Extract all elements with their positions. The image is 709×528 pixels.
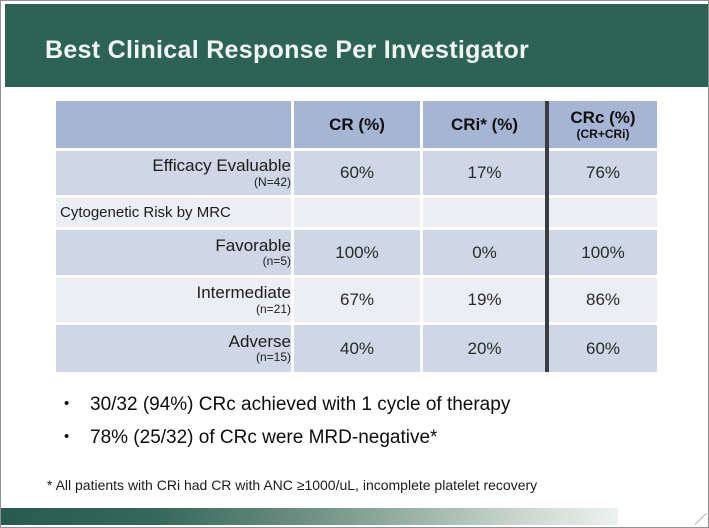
cell-value: 19%	[423, 278, 546, 322]
resize-grip-icon	[695, 513, 707, 525]
cell-value: 17%	[423, 151, 546, 195]
cell-value: 76%	[549, 151, 657, 195]
cell-value: 20%	[423, 325, 546, 372]
cell-value	[294, 198, 420, 227]
table-row: Efficacy Evaluable (N=42) 60% 17% 76%	[56, 151, 657, 195]
cell-value: 100%	[549, 230, 657, 275]
cell-value: 40%	[294, 325, 420, 372]
table-header-row: CR (%) CRi* (%) CRc (%) (CR+CRi)	[56, 101, 657, 148]
bottom-gradient-bar	[1, 508, 618, 525]
response-table: CR (%) CRi* (%) CRc (%) (CR+CRi) Efficac…	[53, 98, 660, 375]
bullet-dot-icon: •	[64, 427, 70, 445]
bullet-item: • 78% (25/32) of CRc were MRD-negative*	[56, 426, 666, 450]
bullet-text: 78% (25/32) of CRc were MRD-negative*	[90, 426, 438, 448]
table-row-section: Cytogenetic Risk by MRC	[56, 198, 657, 227]
column-divider	[545, 101, 549, 372]
footnote: * All patients with CRi had CR with ANC …	[47, 477, 538, 493]
cell-value: 100%	[294, 230, 420, 275]
table-row: Favorable (n=5) 100% 0% 100%	[56, 230, 657, 275]
bullet-list: • 30/32 (94%) CRc achieved with 1 cycle …	[56, 393, 666, 459]
col-header-crc-main: CRc (%)	[570, 107, 636, 127]
response-table-container: CR (%) CRi* (%) CRc (%) (CR+CRi) Efficac…	[53, 98, 660, 375]
cell-value: 67%	[294, 278, 420, 322]
row-label-intermediate: Intermediate (n=21)	[56, 278, 291, 322]
col-header-cri: CRi* (%)	[423, 101, 546, 148]
page-title: Best Clinical Response Per Investigator	[45, 36, 530, 64]
row-label-adverse: Adverse (n=15)	[56, 325, 291, 372]
cell-value	[549, 198, 657, 227]
bullet-item: • 30/32 (94%) CRc achieved with 1 cycle …	[56, 393, 666, 417]
col-header-crc-sub: (CR+CRi)	[576, 126, 630, 141]
cell-value: 60%	[549, 325, 657, 372]
cell-value: 0%	[423, 230, 546, 275]
cell-value: 86%	[549, 278, 657, 322]
bullet-text: 30/32 (94%) CRc achieved with 1 cycle of…	[90, 394, 511, 415]
table-row: Adverse (n=15) 40% 20% 60%	[56, 325, 657, 372]
bullet-dot-icon: •	[64, 395, 70, 412]
row-label-favorable: Favorable (n=5)	[56, 230, 291, 275]
col-header-cr: CR (%)	[294, 101, 420, 148]
title-bar: Best Clinical Response Per Investigator	[5, 4, 708, 87]
cell-value: 60%	[294, 151, 420, 195]
col-header-empty	[56, 101, 291, 148]
row-label-cytogenetic-risk: Cytogenetic Risk by MRC	[56, 198, 291, 227]
cell-value	[423, 198, 546, 227]
col-header-crc: CRc (%) (CR+CRi)	[549, 101, 657, 148]
table-row: Intermediate (n=21) 67% 19% 86%	[56, 278, 657, 322]
row-label-efficacy-evaluable: Efficacy Evaluable (N=42)	[56, 151, 291, 195]
